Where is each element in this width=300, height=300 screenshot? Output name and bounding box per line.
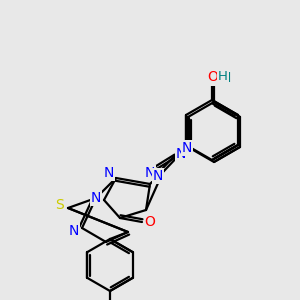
Text: N: N bbox=[153, 169, 163, 183]
Text: O: O bbox=[211, 71, 221, 85]
Text: N: N bbox=[176, 147, 186, 161]
Text: O: O bbox=[208, 70, 218, 84]
Text: O: O bbox=[145, 215, 155, 229]
Text: N: N bbox=[145, 166, 155, 180]
Text: H: H bbox=[218, 70, 228, 83]
Text: N: N bbox=[182, 141, 192, 155]
Text: S: S bbox=[55, 198, 63, 212]
Text: N: N bbox=[69, 224, 79, 238]
Text: N: N bbox=[91, 191, 101, 205]
Text: H: H bbox=[221, 71, 231, 85]
Text: N: N bbox=[104, 166, 114, 180]
